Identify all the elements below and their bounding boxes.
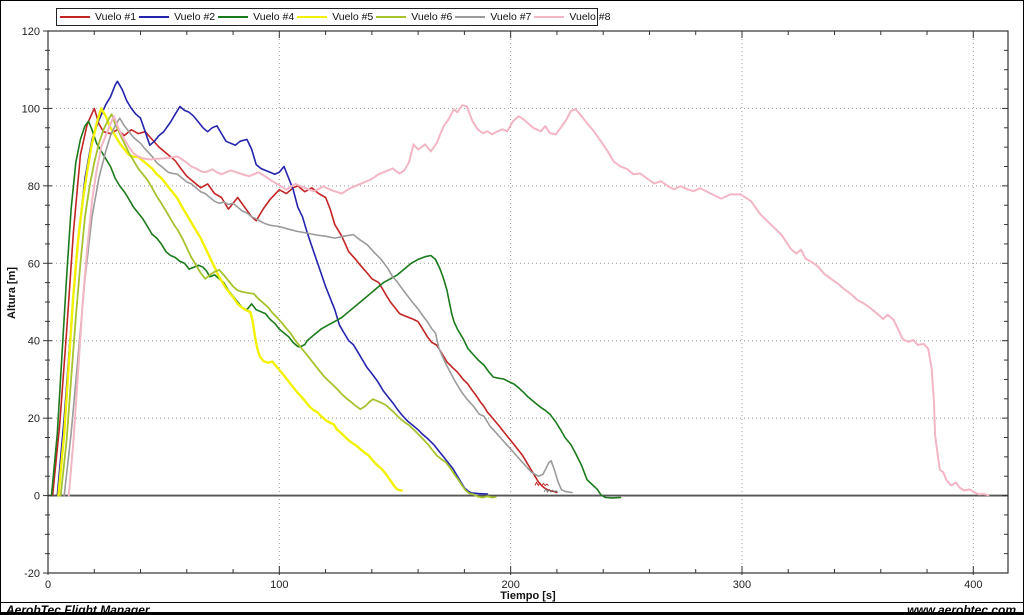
website-url-text: www.aerobtec.com xyxy=(907,603,1016,615)
y-axis-label: Altura [m] xyxy=(6,267,18,319)
y-tick-label: 40 xyxy=(28,336,40,348)
app-brand-text: AerobTec Flight Manager xyxy=(6,603,150,615)
y-tick-label: 60 xyxy=(28,258,40,270)
legend-item-vuelo-8: Vuelo #8 xyxy=(531,9,610,25)
legend-line-swatch xyxy=(60,16,90,18)
landing-scribble xyxy=(543,487,559,493)
y-tick-label: 120 xyxy=(22,26,40,38)
legend-label: Vuelo #8 xyxy=(569,10,611,23)
x-tick-label: 0 xyxy=(45,579,51,591)
legend-item-vuelo-5: Vuelo #5 xyxy=(294,9,373,25)
x-tick-label: 200 xyxy=(501,579,519,591)
series-line-vuelo-1 xyxy=(51,107,558,497)
legend-item-vuelo-1: Vuelo #1 xyxy=(57,9,136,25)
x-tick-label: 300 xyxy=(733,579,751,591)
legend-label: Vuelo #4 xyxy=(253,10,295,23)
y-tick-label: 80 xyxy=(28,181,40,193)
legend-line-swatch xyxy=(139,16,170,18)
legend-line-swatch xyxy=(218,16,249,18)
legend-item-vuelo-7: Vuelo #7 xyxy=(452,9,531,25)
legend-line-swatch xyxy=(297,16,328,18)
y-tick-label: -20 xyxy=(24,568,40,580)
x-tick-label: 400 xyxy=(964,579,982,591)
legend-label: Vuelo #2 xyxy=(174,10,216,23)
series-line-vuelo-8 xyxy=(67,104,990,497)
chart-legend: Vuelo #1 Vuelo #2 Vuelo #4 Vuelo #5 Vuelo #6… xyxy=(56,8,610,26)
y-tick-label: 100 xyxy=(22,103,40,115)
bottom-border-bar xyxy=(1,611,1023,614)
footer-divider xyxy=(1,602,1023,603)
legend-line-swatch xyxy=(455,16,486,18)
plot-border xyxy=(47,30,1009,574)
x-axis-label: Tiempo [s] xyxy=(500,590,556,602)
y-tick-label: 20 xyxy=(28,413,40,425)
series-line-vuelo-6 xyxy=(59,113,497,499)
x-tick-label: 100 xyxy=(270,579,288,591)
y-tick-label: 0 xyxy=(34,491,40,503)
legend-item-vuelo-2: Vuelo #2 xyxy=(136,9,215,25)
landing-scribble xyxy=(534,481,549,487)
series-line-vuelo-2 xyxy=(56,80,489,497)
legend-label: Vuelo #7 xyxy=(490,10,532,23)
legend-label: Vuelo #6 xyxy=(411,10,453,23)
series-line-vuelo-4 xyxy=(50,120,622,499)
legend-line-swatch xyxy=(376,16,407,18)
legend-label: Vuelo #5 xyxy=(332,10,374,23)
series-line-vuelo-5 xyxy=(57,107,404,497)
legend-label: Vuelo #1 xyxy=(95,10,137,23)
legend-item-vuelo-6: Vuelo #6 xyxy=(373,9,452,25)
legend-line-swatch xyxy=(534,16,565,18)
legend-item-vuelo-4: Vuelo #4 xyxy=(215,9,294,25)
series-line-vuelo-7 xyxy=(63,117,573,497)
